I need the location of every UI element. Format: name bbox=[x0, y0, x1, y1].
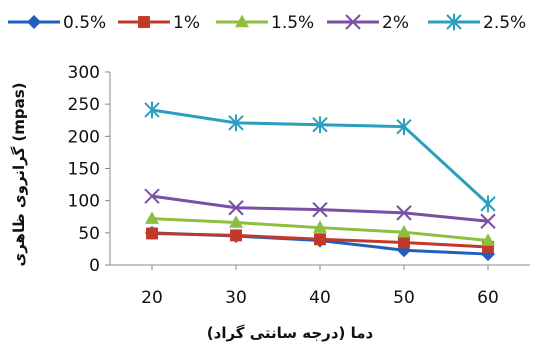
legend-item: 2% bbox=[327, 13, 409, 33]
x-marker-stroke bbox=[396, 205, 412, 221]
square-marker bbox=[482, 241, 494, 253]
y-tick-label: 100 bbox=[68, 192, 100, 212]
x-tick-label: 60 bbox=[477, 288, 499, 308]
legend-label: 1.5% bbox=[271, 13, 314, 33]
x-marker-stroke bbox=[144, 188, 160, 204]
legend-item: 1.5% bbox=[216, 13, 314, 33]
triangle-marker bbox=[235, 14, 249, 28]
square-marker bbox=[398, 236, 410, 249]
x-marker bbox=[312, 201, 328, 218]
legend-item: 2.5% bbox=[428, 13, 526, 33]
triangle-marker bbox=[145, 211, 159, 224]
x-tick-label: 40 bbox=[309, 288, 331, 308]
square-marker bbox=[230, 229, 242, 242]
star-marker bbox=[312, 116, 328, 134]
y-tick-label: 300 bbox=[68, 63, 100, 83]
x-marker bbox=[345, 14, 361, 30]
legend-label: 0.5% bbox=[63, 13, 106, 33]
triangle-marker bbox=[313, 220, 327, 233]
series-1.5% bbox=[145, 211, 495, 246]
x-marker bbox=[228, 200, 244, 216]
square-marker bbox=[138, 16, 150, 28]
triangle-marker bbox=[397, 224, 411, 238]
y-tick-label: 250 bbox=[68, 95, 100, 115]
legend-item: 0.5% bbox=[8, 13, 106, 33]
y-tick-label: 50 bbox=[78, 224, 100, 244]
x-marker bbox=[480, 213, 496, 229]
series-1% bbox=[146, 227, 494, 253]
x-tick-label: 20 bbox=[141, 288, 163, 308]
y-axis-label: گرانروی ظاهری (mpas) bbox=[10, 82, 28, 266]
legend-label: 2.5% bbox=[483, 13, 526, 33]
legend-label: 2% bbox=[382, 13, 409, 33]
legend-item: 1% bbox=[118, 13, 200, 33]
x-marker-stroke bbox=[228, 200, 244, 216]
triangle-marker bbox=[481, 233, 495, 246]
y-tick-label: 150 bbox=[68, 160, 100, 180]
series-layer bbox=[144, 101, 496, 262]
x-tick-label: 30 bbox=[225, 288, 247, 308]
triangle-marker bbox=[229, 215, 243, 228]
diamond-marker bbox=[27, 15, 41, 29]
square-marker bbox=[146, 227, 158, 240]
y-ticks: 0 50 100 150 200 250 300 bbox=[68, 63, 110, 276]
star-marker bbox=[228, 114, 244, 132]
star-marker bbox=[446, 13, 462, 31]
y-tick-label: 200 bbox=[68, 127, 100, 147]
x-marker bbox=[396, 205, 412, 221]
x-marker-stroke bbox=[345, 14, 361, 30]
star-marker bbox=[144, 101, 160, 119]
x-axis-label: دما (درجه سانتی گراد) bbox=[207, 324, 374, 342]
square-marker bbox=[314, 233, 326, 246]
series-2% bbox=[144, 188, 496, 229]
x-marker-stroke bbox=[480, 213, 496, 229]
legend: 0.5% 1% 1.5% 2% 2.5% bbox=[8, 13, 526, 33]
star-marker bbox=[396, 118, 412, 136]
x-ticks: 20 30 40 50 60 bbox=[141, 265, 499, 308]
y-tick-label: 0 bbox=[89, 256, 100, 276]
x-tick-label: 50 bbox=[393, 288, 415, 308]
x-marker-stroke bbox=[312, 201, 328, 218]
legend-label: 1% bbox=[173, 13, 200, 33]
x-marker bbox=[144, 188, 160, 204]
star-marker bbox=[480, 195, 496, 213]
series-2.5% bbox=[144, 101, 496, 213]
